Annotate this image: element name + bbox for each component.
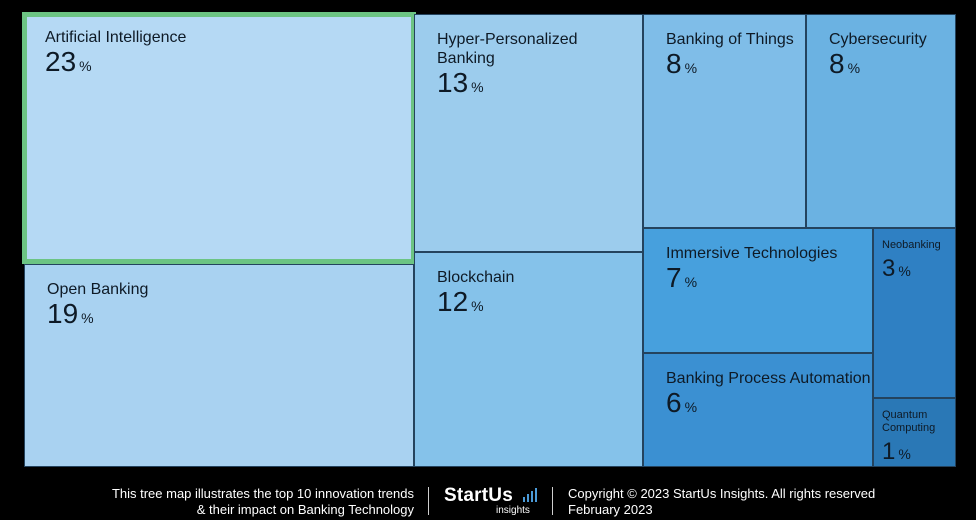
footer-divider-right (552, 487, 553, 515)
treemap-tile-label: Artificial Intelligence (45, 29, 187, 46)
treemap-tile: Neobanking 3% (873, 228, 956, 398)
treemap-tile: Banking of Things 8% (643, 14, 806, 228)
treemap-tile: Artificial Intelligence 23% (22, 12, 416, 264)
treemap-tile-value: 8% (666, 48, 698, 79)
treemap-tile-value: 13% (437, 67, 484, 98)
treemap-tile-label: Hyper-Personalized Banking (437, 31, 578, 67)
treemap-tile-value: 7% (666, 262, 698, 293)
treemap-tile: Immersive Technologies 7% (643, 228, 873, 353)
startus-logo-text: StartUs (444, 485, 513, 506)
treemap-tile-label: Banking Process Automation (666, 370, 871, 387)
footer-description-line-2: & their impact on Banking Technology (196, 502, 414, 517)
startus-logo-sub: insights (496, 505, 530, 516)
treemap-tile: Blockchain 12% (414, 252, 643, 467)
footer-divider-left (428, 487, 429, 515)
treemap-tile-label: Quantum Computing (882, 409, 936, 434)
treemap-tile-value: 6% (666, 387, 698, 418)
treemap-tile-label: Banking of Things (666, 31, 794, 48)
treemap-tile: Hyper-Personalized Banking 13% (414, 14, 643, 252)
treemap-tile-value: 12% (437, 286, 484, 317)
treemap-tile-value: 1% (882, 438, 911, 465)
treemap-chart: Artificial Intelligence 23% Open Banking 19… (22, 12, 956, 467)
treemap-tile: Open Banking 19% (24, 264, 414, 467)
treemap-tile-label: Neobanking (882, 239, 941, 251)
treemap-tile-value: 3% (882, 255, 911, 282)
copyright-line-1: Copyright © 2023 StartUs Insights. All r… (568, 486, 876, 501)
treemap-tile-label: Open Banking (47, 281, 149, 298)
treemap-tile: Banking Process Automation 6% (643, 353, 873, 467)
logo-bars-icon (523, 488, 539, 502)
treemap-tile-label: Blockchain (437, 269, 515, 286)
footer: This tree map illustrates the top 10 inn… (0, 480, 976, 520)
treemap-tile-label: Cybersecurity (829, 31, 927, 48)
treemap-tile-label: Immersive Technologies (666, 245, 838, 262)
footer-description: This tree map illustrates the top 10 inn… (112, 486, 414, 518)
copyright-date: February 2023 (568, 502, 653, 517)
treemap-tile: Cybersecurity 8% (806, 14, 956, 228)
footer-description-line-1: This tree map illustrates the top 10 inn… (111, 486, 414, 501)
treemap-tile: Quantum Computing 1% (873, 398, 956, 467)
treemap-tile-value: 8% (829, 48, 861, 79)
treemap-tile-value: 23% (45, 46, 92, 77)
treemap-tile-value: 19% (47, 298, 94, 329)
footer-copyright: Copyright © 2023 StartUs Insights. All r… (568, 486, 875, 518)
